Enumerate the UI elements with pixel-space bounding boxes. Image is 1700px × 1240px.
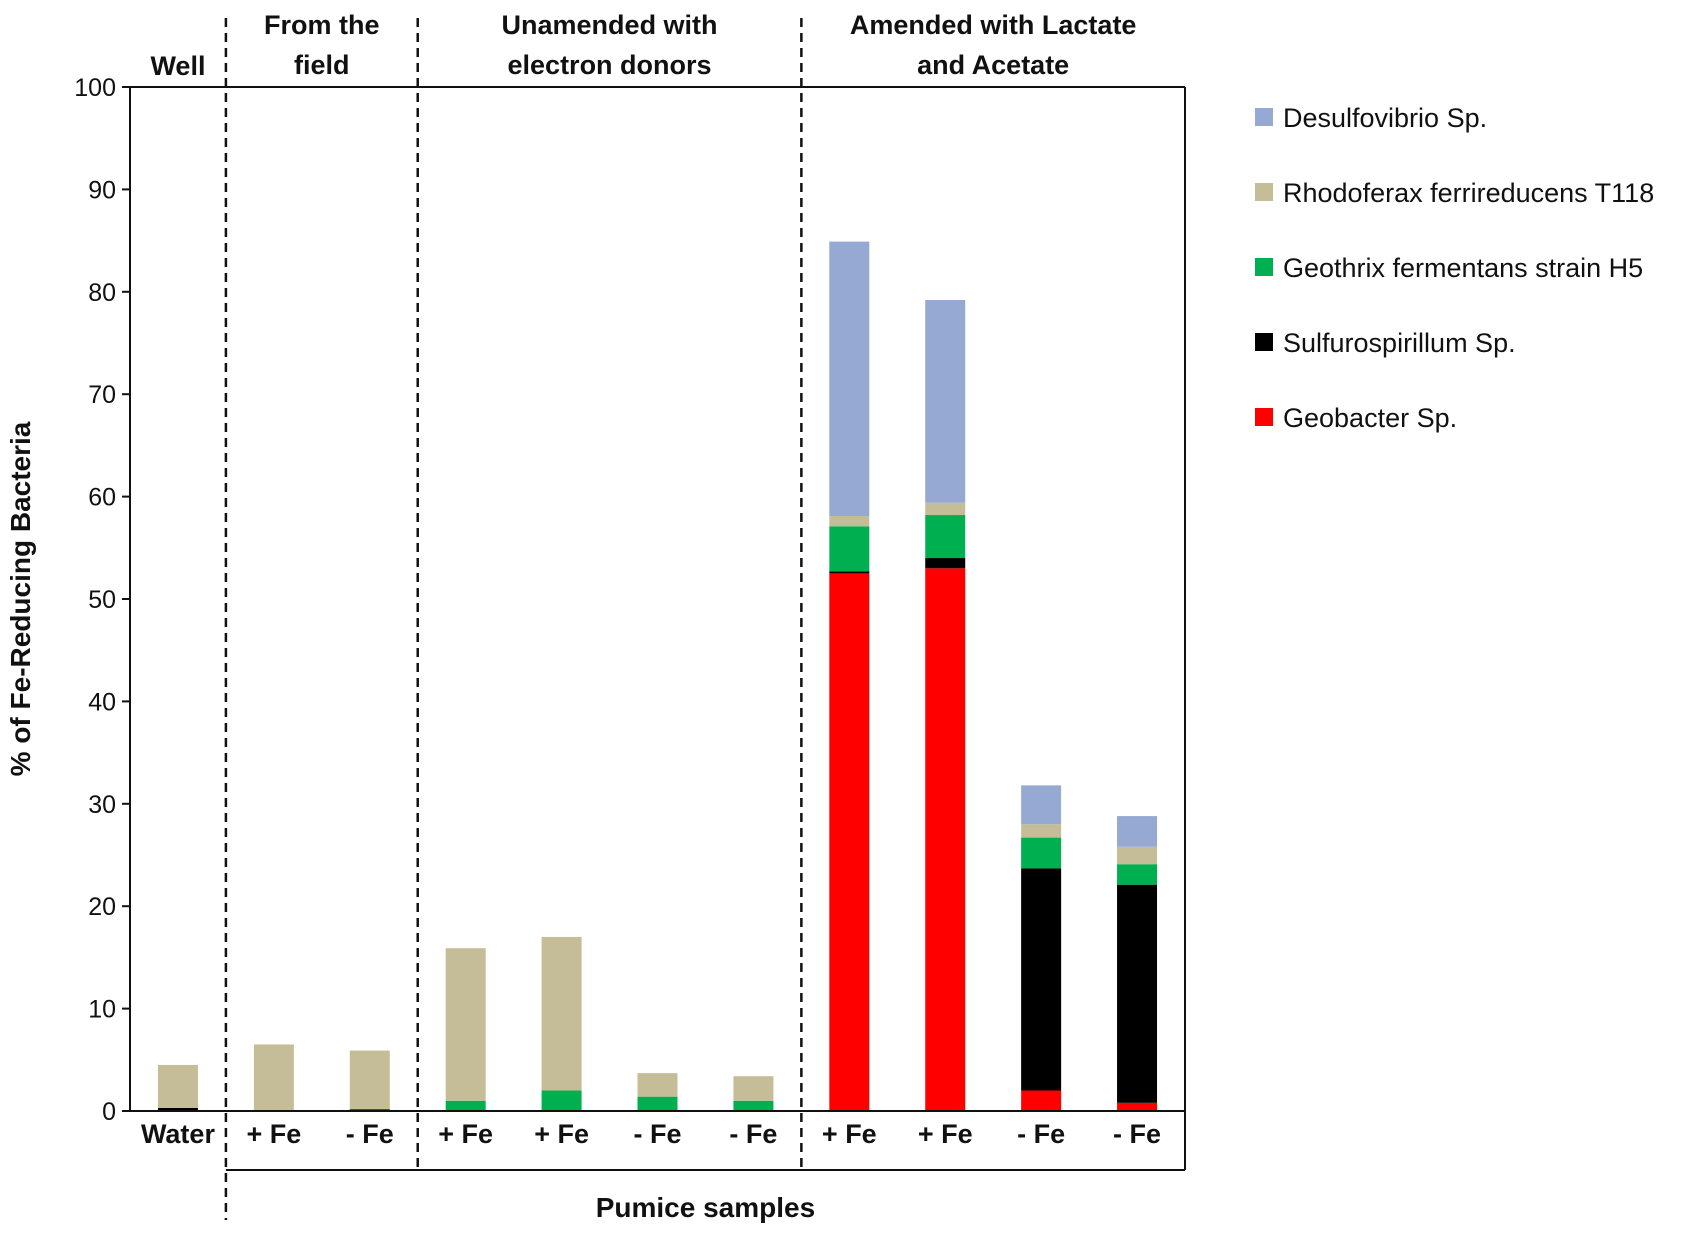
bar-segment-4-2 <box>253 1044 294 1111</box>
y-tick-label: 50 <box>88 586 116 614</box>
y-tick-label: 80 <box>88 279 116 307</box>
bar-segment-4-8 <box>829 516 870 527</box>
legend-swatch <box>1255 183 1273 201</box>
group-label: Well <box>150 51 205 81</box>
legend-label: Sulfurospirillum Sp. <box>1283 328 1516 358</box>
y-tick-label: 90 <box>88 176 116 204</box>
bar-segment-3-4 <box>445 1100 486 1111</box>
legend-swatch <box>1255 333 1273 351</box>
bar-segment-3-10 <box>1021 837 1062 869</box>
bar-segment-3-7 <box>733 1100 774 1111</box>
category-label: + Fe <box>246 1119 301 1149</box>
group-label: Amended with Lactate <box>850 10 1137 40</box>
bar-segment-4-9 <box>925 502 966 516</box>
group-label: Unamended with <box>502 10 718 40</box>
bar-segment-2-11 <box>1117 884 1158 1103</box>
category-label: Water <box>141 1119 216 1149</box>
y-tick-label: 70 <box>88 381 116 409</box>
bar-segment-1-10 <box>1021 1090 1062 1111</box>
category-label: + Fe <box>918 1119 973 1149</box>
y-tick-label: 40 <box>88 688 116 716</box>
category-label: - Fe <box>633 1119 681 1149</box>
legend-swatch <box>1255 258 1273 276</box>
bar-segment-4-4 <box>445 948 486 1101</box>
y-tick-label: 60 <box>88 484 116 512</box>
bar-segment-1-11 <box>1117 1102 1158 1111</box>
bar-segment-1-8 <box>829 573 870 1111</box>
bar-segment-4-1 <box>157 1064 198 1108</box>
legend-label: Desulfovibrio Sp. <box>1283 103 1487 133</box>
y-tick-label: 10 <box>88 996 116 1024</box>
bar-segment-2-9 <box>925 558 966 569</box>
y-tick-label: 100 <box>74 74 116 102</box>
bar-segment-4-11 <box>1117 846 1158 865</box>
x-axis-title: Pumice samples <box>596 1192 815 1223</box>
bar-segment-3-6 <box>637 1096 678 1111</box>
bar-segment-1-3 <box>349 1108 390 1111</box>
legend-label: Geobacter Sp. <box>1283 403 1457 433</box>
bar-segment-5-8 <box>829 241 870 517</box>
legend-swatch <box>1255 108 1273 126</box>
group-label: From the <box>264 10 380 40</box>
category-label: + Fe <box>534 1119 589 1149</box>
bar-segment-5-10 <box>1021 785 1062 825</box>
category-label: - Fe <box>1113 1119 1161 1149</box>
bar-segment-4-10 <box>1021 824 1062 838</box>
bar-segment-4-3 <box>349 1050 390 1109</box>
bar-segment-3-11 <box>1117 864 1158 885</box>
bar-segment-3-9 <box>925 515 966 559</box>
y-tick-label: 30 <box>88 791 116 819</box>
group-label: electron donors <box>508 50 712 80</box>
legend-label: Rhodoferax ferrireducens T118 <box>1283 178 1654 208</box>
y-tick-label: 0 <box>102 1098 116 1126</box>
group-label: and Acetate <box>917 50 1069 80</box>
bar-segment-4-6 <box>637 1073 678 1097</box>
legend-swatch <box>1255 408 1273 426</box>
category-label: + Fe <box>822 1119 877 1149</box>
category-label: - Fe <box>729 1119 777 1149</box>
y-tick-label: 20 <box>88 893 116 921</box>
group-label: field <box>294 50 350 80</box>
bar-segment-4-7 <box>733 1076 774 1101</box>
bar-segment-3-8 <box>829 526 870 572</box>
bar-segment-2-8 <box>829 571 870 574</box>
bar-segment-2-10 <box>1021 868 1062 1091</box>
bar-segment-5-9 <box>925 299 966 503</box>
bar-segment-2-1 <box>157 1107 198 1111</box>
category-label: - Fe <box>346 1119 394 1149</box>
category-label: - Fe <box>1017 1119 1065 1149</box>
bar-segment-5-11 <box>1117 816 1158 847</box>
category-label: + Fe <box>438 1119 493 1149</box>
y-axis-title: % of Fe-Reducing Bacteria <box>5 421 36 776</box>
bar-segment-3-5 <box>541 1090 582 1111</box>
legend-label: Geothrix fermentans strain H5 <box>1283 253 1643 283</box>
bar-segment-4-5 <box>541 936 582 1091</box>
bar-segment-1-9 <box>925 568 966 1111</box>
